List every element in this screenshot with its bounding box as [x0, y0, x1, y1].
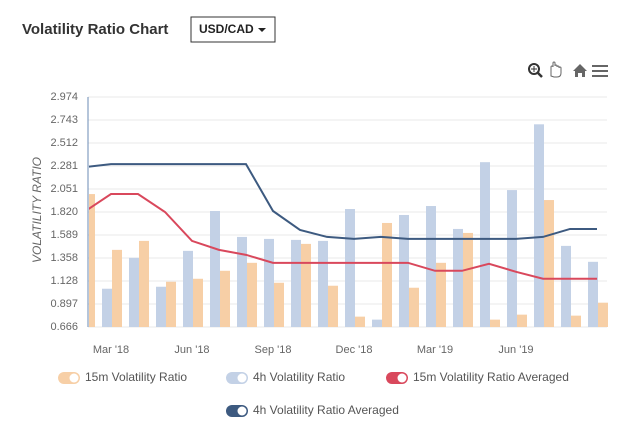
currency-dropdown[interactable]: USD/CAD: [190, 16, 276, 43]
legend-knob[interactable]: [237, 406, 247, 416]
y-tick-label: 1.589: [50, 229, 78, 241]
x-tick-label: Jun '18: [174, 344, 209, 356]
legend-label[interactable]: 15m Volatility Ratio: [85, 370, 187, 384]
bar: [274, 282, 284, 327]
bar: [436, 262, 446, 327]
bar: [345, 209, 355, 327]
bar: [399, 214, 409, 327]
bar: [372, 319, 382, 327]
home-button[interactable]: [573, 64, 587, 77]
bar: [129, 257, 139, 327]
bar: [156, 286, 166, 327]
bar: [426, 206, 436, 327]
bar: [102, 288, 112, 327]
bar: [480, 162, 490, 327]
dropdown-caret[interactable]: [258, 28, 266, 32]
legend-knob[interactable]: [397, 373, 407, 383]
bar: [409, 287, 419, 327]
plot-area: [89, 124, 608, 327]
chart-title: Volatility Ratio Chart: [22, 21, 168, 38]
bar: [463, 232, 473, 327]
y-tick-label: 2.281: [50, 160, 78, 172]
bar: [561, 245, 571, 327]
dropdown-value[interactable]: USD/CAD: [199, 22, 254, 36]
bar: [382, 222, 392, 327]
toolbar: [528, 61, 608, 78]
y-tick-label: 2.743: [50, 114, 78, 126]
zoom-button[interactable]: [528, 63, 543, 78]
menu-button[interactable]: [592, 65, 608, 77]
y-tick-label: 2.974: [50, 91, 78, 103]
bar: [193, 278, 203, 327]
legend-item[interactable]: 15m Volatility Ratio Averaged: [386, 370, 569, 384]
bar: [453, 228, 463, 327]
bar: [544, 200, 554, 327]
x-tick-label: Dec '18: [336, 344, 373, 356]
bar: [534, 124, 544, 327]
legend-label[interactable]: 4h Volatility Ratio: [253, 370, 345, 384]
bar: [89, 194, 95, 327]
bar: [139, 240, 149, 327]
line: [89, 163, 597, 240]
bar: [264, 238, 274, 327]
y-tick-label: 1.820: [50, 206, 78, 218]
pan-button[interactable]: [550, 61, 562, 78]
legend-item[interactable]: 15m Volatility Ratio: [58, 370, 187, 384]
x-tick-label: Mar '19: [417, 344, 453, 356]
bar: [571, 315, 581, 327]
y-tick-label: 1.128: [50, 275, 78, 287]
y-tick-label: 0.897: [50, 298, 78, 310]
legend-item[interactable]: 4h Volatility Ratio Averaged: [226, 403, 399, 417]
y-tick-label: 0.666: [50, 321, 78, 333]
bar: [355, 316, 365, 327]
y-axis-title: VOLATILITY RATIO: [30, 157, 44, 263]
bar: [588, 261, 598, 327]
bar: [220, 270, 230, 327]
bar: [517, 314, 527, 327]
bar: [183, 250, 193, 327]
bar: [291, 239, 301, 327]
bar: [490, 319, 500, 327]
legend-item[interactable]: 4h Volatility Ratio: [226, 370, 345, 384]
legend-knob[interactable]: [237, 373, 247, 383]
bar: [301, 243, 311, 327]
bar: [507, 190, 517, 327]
bar: [598, 302, 608, 327]
y-tick-label: 2.051: [50, 183, 78, 195]
line: [89, 193, 597, 280]
legend-label[interactable]: 15m Volatility Ratio Averaged: [413, 370, 569, 384]
bar: [166, 281, 176, 327]
bar: [318, 240, 328, 327]
x-tick-label: Jun '19: [498, 344, 533, 356]
bar: [210, 211, 220, 327]
bar: [328, 285, 338, 327]
bar: [247, 262, 257, 327]
bar: [237, 236, 247, 327]
y-tick-label: 2.512: [50, 137, 78, 149]
x-tick-label: Sep '18: [255, 344, 292, 356]
bar: [112, 249, 122, 327]
y-tick-label: 1.358: [50, 252, 78, 264]
legend-label[interactable]: 4h Volatility Ratio Averaged: [253, 403, 399, 417]
legend-knob[interactable]: [69, 373, 79, 383]
x-tick-label: Mar '18: [93, 344, 129, 356]
